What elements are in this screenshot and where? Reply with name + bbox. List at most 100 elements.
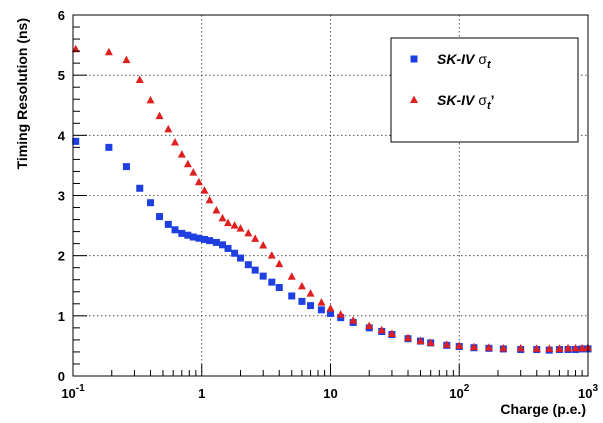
data-point bbox=[122, 55, 131, 64]
data-point bbox=[189, 168, 198, 176]
data-point bbox=[104, 47, 113, 56]
data-point bbox=[268, 278, 276, 286]
data-point bbox=[244, 261, 252, 269]
data-point bbox=[365, 321, 374, 330]
data-point bbox=[195, 234, 203, 242]
data-point bbox=[336, 310, 345, 318]
data-point bbox=[136, 184, 144, 192]
legend: SK-IV σt SK-IV σt’ bbox=[390, 37, 579, 143]
data-point bbox=[442, 340, 451, 348]
y-tick-label: 2 bbox=[58, 249, 65, 264]
axis-tick-labels: 10-1 1 10 102 103 0 1 2 3 4 5 6 bbox=[58, 8, 599, 401]
y-tick-label: 1 bbox=[58, 309, 65, 324]
y-tick-label: 6 bbox=[58, 8, 65, 23]
data-point bbox=[147, 199, 155, 207]
data-point bbox=[135, 75, 144, 83]
data-point bbox=[251, 266, 259, 274]
data-point bbox=[171, 138, 180, 146]
data-point bbox=[205, 195, 214, 204]
x-tick-label: 102 bbox=[449, 383, 469, 401]
series-1 bbox=[72, 137, 592, 354]
data-point bbox=[72, 137, 80, 145]
data-point bbox=[571, 343, 580, 352]
data-point bbox=[327, 309, 334, 317]
data-point bbox=[156, 213, 164, 221]
data-point bbox=[212, 238, 220, 246]
data-point bbox=[578, 343, 587, 352]
data-point bbox=[275, 284, 283, 292]
data-point bbox=[206, 237, 214, 245]
y-tick-label: 5 bbox=[58, 68, 65, 83]
x-tick-label: 1 bbox=[198, 386, 205, 401]
data-point bbox=[426, 338, 435, 346]
x-tick-label: 10 bbox=[323, 386, 337, 401]
data-point bbox=[532, 344, 541, 352]
data-point bbox=[218, 213, 227, 222]
data-point bbox=[231, 249, 239, 257]
data-point bbox=[516, 343, 525, 352]
data-point bbox=[288, 292, 296, 300]
data-point bbox=[230, 221, 239, 229]
data-point bbox=[469, 342, 478, 351]
data-point bbox=[326, 304, 335, 312]
y-axis-title: Timing Resolution (ns) bbox=[14, 18, 30, 169]
data-point bbox=[171, 226, 179, 234]
axis-ticks bbox=[72, 14, 589, 377]
series-2 bbox=[71, 44, 592, 352]
data-point bbox=[307, 302, 315, 310]
data-point bbox=[164, 124, 173, 133]
data-point bbox=[146, 95, 155, 104]
data-point bbox=[317, 306, 325, 314]
data-point bbox=[219, 241, 227, 249]
data-point bbox=[387, 329, 396, 337]
data-point bbox=[122, 163, 130, 171]
y-tick-label: 3 bbox=[58, 189, 65, 204]
data-point bbox=[71, 44, 80, 53]
legend-label-1: SK-IV σt bbox=[437, 51, 492, 71]
data-point bbox=[259, 272, 267, 280]
data-point bbox=[184, 231, 192, 239]
data-point bbox=[404, 333, 413, 342]
data-point bbox=[267, 251, 276, 259]
y-tick-label: 4 bbox=[58, 128, 66, 143]
data-point bbox=[349, 316, 358, 324]
data-point bbox=[306, 289, 315, 297]
data-point bbox=[244, 228, 253, 237]
data-point bbox=[200, 235, 208, 243]
data-point bbox=[416, 336, 425, 345]
x-tick-label: 10-1 bbox=[61, 383, 85, 401]
data-point bbox=[155, 111, 164, 120]
data-point bbox=[105, 143, 113, 151]
data-point bbox=[183, 159, 192, 168]
data-point bbox=[317, 298, 326, 306]
legend-label-2: SK-IV σt’ bbox=[437, 92, 495, 112]
data-point bbox=[298, 297, 306, 305]
data-point bbox=[555, 344, 564, 352]
data-point bbox=[455, 341, 464, 349]
data-point bbox=[164, 220, 172, 228]
data-point bbox=[200, 186, 209, 194]
data-point bbox=[177, 150, 186, 158]
data-point bbox=[236, 224, 245, 232]
x-axis-title: Charge (p.e.) bbox=[500, 401, 586, 417]
data-point bbox=[275, 259, 284, 268]
data-point bbox=[178, 229, 186, 237]
data-point bbox=[484, 343, 493, 351]
legend-marker-2 bbox=[410, 95, 418, 103]
data-point bbox=[337, 314, 345, 322]
data-point bbox=[224, 218, 233, 227]
x-tick-label: 103 bbox=[578, 383, 598, 401]
data-point bbox=[251, 234, 260, 242]
data-point bbox=[237, 254, 245, 262]
data-point bbox=[287, 272, 296, 280]
data-point bbox=[545, 344, 554, 352]
data-point bbox=[564, 343, 573, 352]
data-point bbox=[259, 240, 268, 249]
legend-marker-1 bbox=[410, 55, 418, 63]
data-point bbox=[189, 233, 197, 241]
legend-box bbox=[390, 37, 579, 143]
data-point bbox=[499, 343, 508, 352]
y-tick-label: 0 bbox=[58, 369, 65, 384]
data-point bbox=[194, 177, 203, 186]
